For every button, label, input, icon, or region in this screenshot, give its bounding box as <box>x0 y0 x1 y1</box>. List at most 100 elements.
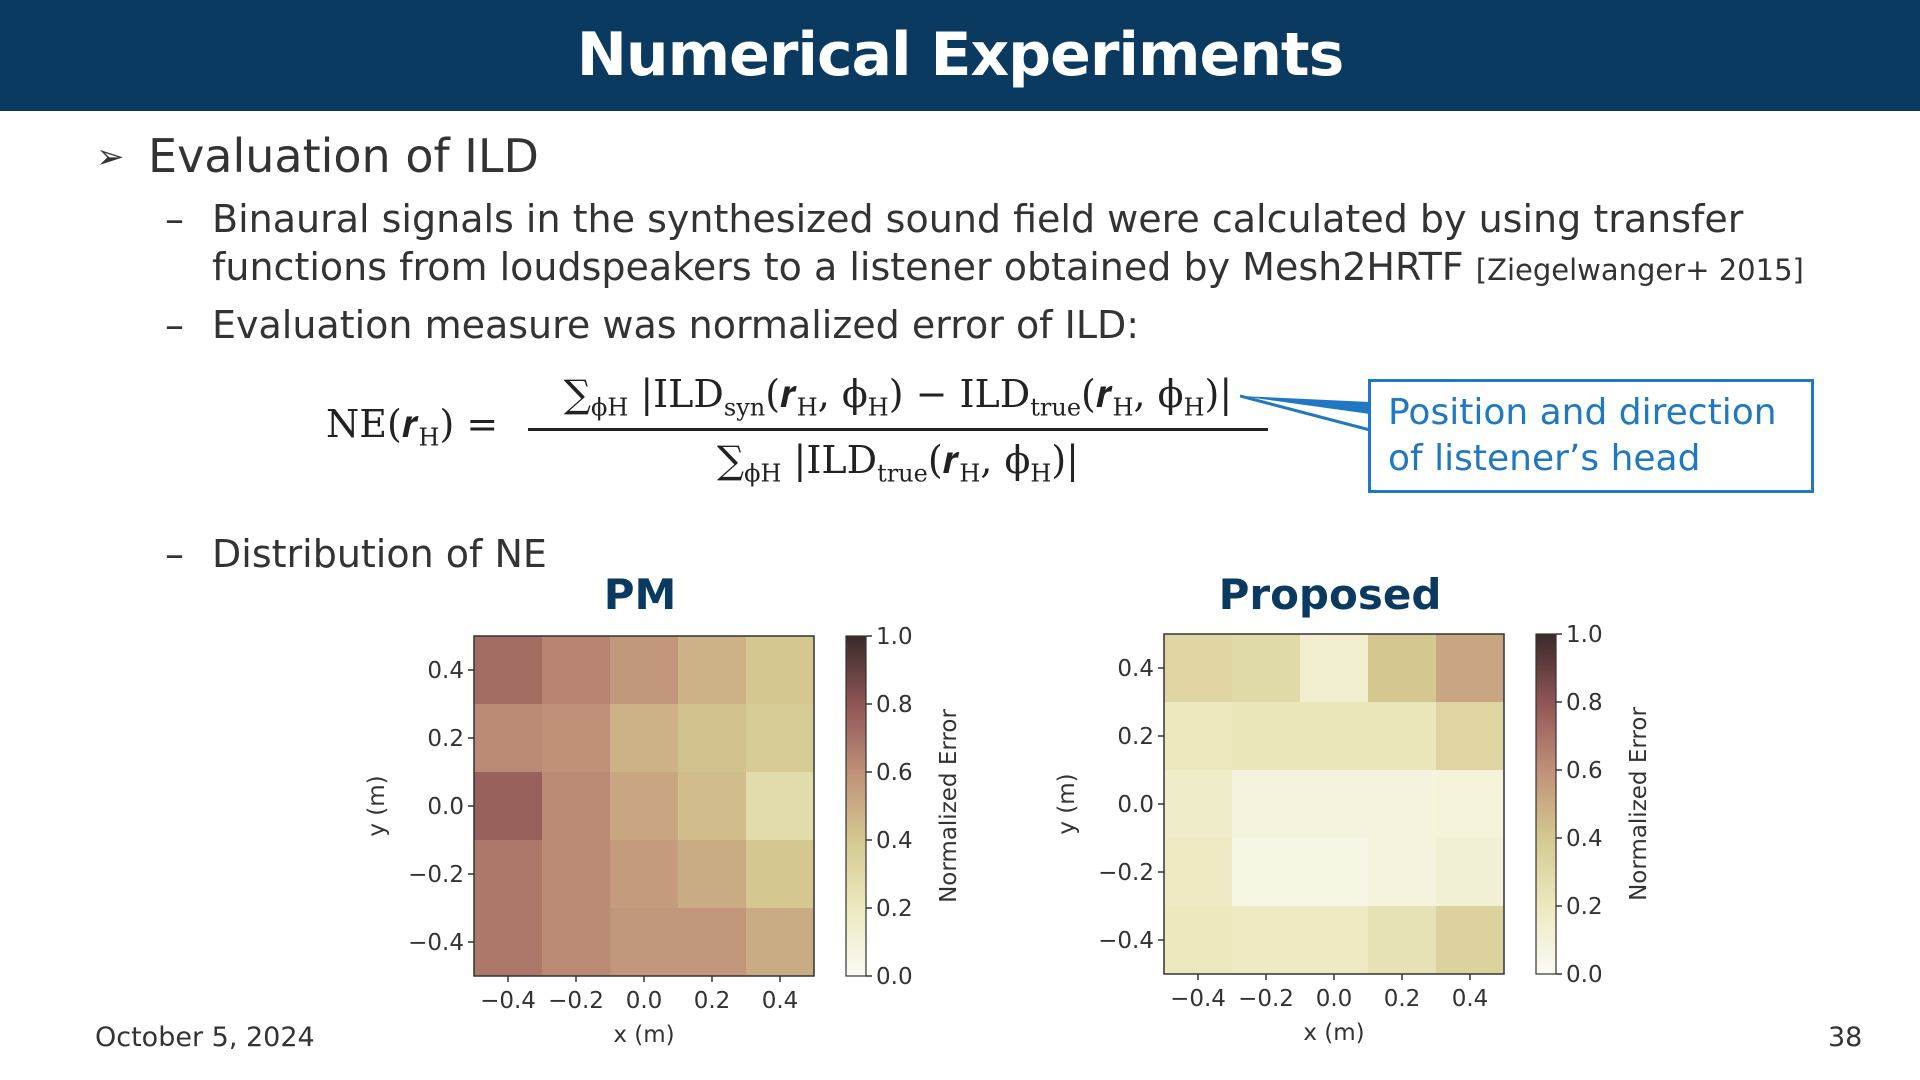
dash-marker: – <box>165 532 184 576</box>
heatmap-cell <box>678 704 746 772</box>
heatmap-cell <box>474 840 542 908</box>
formula-text: , ϕ <box>980 438 1031 482</box>
heatmap-cell <box>746 772 814 840</box>
heatmap-cell <box>1368 702 1436 770</box>
heatmap-cell <box>1436 634 1504 702</box>
formula-text: (𝒓 <box>927 438 960 482</box>
colorbar-tick-label: 0.2 <box>876 896 913 922</box>
callout-box: Position and direction of listener’s hea… <box>1368 379 1814 493</box>
arrow-bullet-icon: ➢ <box>96 137 125 177</box>
heatmap-cell <box>746 908 814 976</box>
x-tick-label: 0.4 <box>762 988 799 1014</box>
heatmap-cell <box>746 840 814 908</box>
heatmap-cell <box>1164 906 1232 974</box>
y-tick-label: 0.2 <box>1117 724 1154 750</box>
title-bar <box>0 0 1920 111</box>
x-tick-label: 0.0 <box>1316 986 1353 1012</box>
heatmap-cell <box>1436 838 1504 906</box>
sub-bullet-text-line2: functions from loudspeakers to a listene… <box>212 243 1804 294</box>
y-axis-label: y (m) <box>1054 773 1080 834</box>
citation: [Ziegelwanger+ 2015] <box>1475 253 1804 287</box>
page-number: 38 <box>1828 1022 1863 1053</box>
heatmap-cell <box>1368 838 1436 906</box>
callout-text-line2: of listener’s head <box>1388 438 1701 479</box>
y-tick-label: 0.2 <box>427 726 464 752</box>
colorbar-label: Normalized Error <box>1626 707 1652 901</box>
y-tick-label: 0.4 <box>1117 656 1154 682</box>
formula-sub-h: H <box>867 393 889 422</box>
x-tick-label: −0.2 <box>1238 986 1294 1012</box>
sum-symbol: ∑ <box>563 372 591 416</box>
formula-text: ) − ILD <box>888 372 1031 416</box>
panel-title-pm: PM <box>603 570 677 619</box>
formula-numerator: ∑ϕH |ILDsyn(𝒓H, ϕH) − ILDtrue(𝒓H, ϕH)| <box>528 372 1268 422</box>
formula-text: (𝒓 <box>1081 372 1113 416</box>
heatmap-cell <box>1164 634 1232 702</box>
formula-sub-true: true <box>1030 393 1082 422</box>
heatmap-cell <box>1232 838 1300 906</box>
sum-subscript: ϕH <box>590 393 629 422</box>
heatmap-cell <box>678 908 746 976</box>
colorbar-tick-label: 0.0 <box>1566 962 1603 988</box>
y-tick-label: 0.0 <box>427 794 464 820</box>
sum-symbol: ∑ <box>717 438 745 482</box>
formula-lhs-text: NE(𝒓 <box>326 402 419 446</box>
formula-sub-true: true <box>877 459 928 488</box>
heatmap-cell <box>542 636 610 704</box>
formula-sub-h: H <box>1183 393 1205 422</box>
formula-sub-h: H <box>796 393 818 422</box>
formula-lhs-sub: H <box>418 423 440 452</box>
heatmap-cell <box>610 908 678 976</box>
heatmap-cell <box>474 772 542 840</box>
colorbar-tick-label: 0.4 <box>876 828 913 854</box>
sub-bullet-text: Evaluation measure was normalized error … <box>212 303 1140 347</box>
callout-pointer <box>1240 394 1371 432</box>
colorbar-tick-label: 0.4 <box>1566 826 1603 852</box>
heatmap-cell <box>610 772 678 840</box>
formula-text: (𝒓 <box>765 372 797 416</box>
sub-bullet-text-line2-main: functions from loudspeakers to a listene… <box>212 245 1464 289</box>
x-tick-label: −0.4 <box>480 988 536 1014</box>
heatmap-cell <box>1368 906 1436 974</box>
heatmap-cell <box>678 840 746 908</box>
y-axis-label: y (m) <box>364 775 390 836</box>
y-tick-label: −0.4 <box>408 930 464 956</box>
heatmap-cell <box>474 704 542 772</box>
x-tick-label: 0.0 <box>626 988 663 1014</box>
callout-pointer-shape <box>1240 396 1370 414</box>
formula-sub-h: H <box>959 459 981 488</box>
y-tick-label: −0.2 <box>408 862 464 888</box>
x-tick-label: 0.2 <box>1384 986 1421 1012</box>
heatmap-cell <box>610 840 678 908</box>
formula-text: )| <box>1204 372 1233 416</box>
x-tick-label: 0.4 <box>1452 986 1489 1012</box>
heatmap-cell <box>1300 906 1368 974</box>
colorbar-tick-label: 0.8 <box>1566 690 1603 716</box>
heatmap-cell <box>474 908 542 976</box>
colorbar-tick-label: 1.0 <box>876 624 913 650</box>
heatmap-cell <box>542 908 610 976</box>
colorbar-tick-label: 0.6 <box>1566 758 1603 784</box>
heatmap-cell <box>1232 906 1300 974</box>
heatmap-cell <box>610 704 678 772</box>
formula-text: )| <box>1051 438 1079 482</box>
heatmap-cell <box>542 704 610 772</box>
heatmap-cell <box>474 636 542 704</box>
y-tick-label: 0.4 <box>427 658 464 684</box>
formula-lhs-end: ) = <box>439 402 499 446</box>
x-axis-label: x (m) <box>1303 1020 1364 1046</box>
heatmap-cell <box>1232 702 1300 770</box>
sum-subscript: ϕH <box>744 459 782 488</box>
heatmap-cell <box>610 636 678 704</box>
heatmap-cell <box>1164 702 1232 770</box>
callout-pointer-line <box>1240 394 1371 432</box>
y-tick-label: −0.2 <box>1098 860 1154 886</box>
callout-text-line1: Position and direction <box>1388 392 1777 433</box>
formula-sub-h: H <box>1112 393 1134 422</box>
heatmap-cell <box>1300 838 1368 906</box>
formula-text: , ϕ <box>817 372 868 416</box>
colorbar-label: Normalized Error <box>936 709 962 903</box>
heatmap-cell <box>1300 634 1368 702</box>
x-tick-label: −0.2 <box>548 988 604 1014</box>
colorbar-tick-label: 0.0 <box>876 964 913 990</box>
